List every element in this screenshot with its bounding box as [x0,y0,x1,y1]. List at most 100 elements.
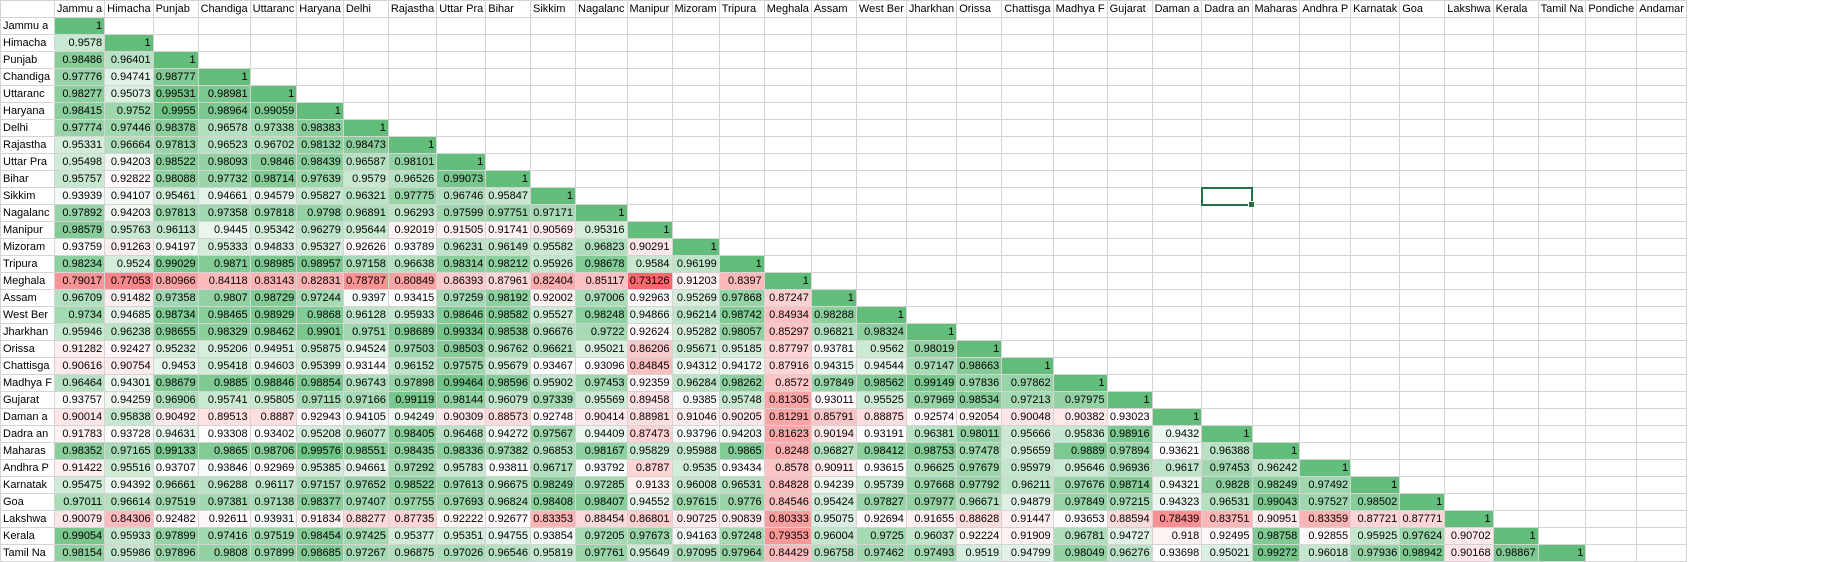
empty-cell[interactable] [1399,17,1446,35]
correlation-value-cell[interactable]: 1 [575,204,628,222]
correlation-value-cell[interactable]: 1 [197,68,251,86]
correlation-value-cell[interactable]: 1 [810,289,857,307]
empty-cell[interactable] [1001,272,1054,290]
correlation-value-cell[interactable]: 0.93191 [855,425,907,443]
empty-cell[interactable] [342,51,389,69]
correlation-value-cell[interactable]: 0.91482 [104,289,154,307]
empty-cell[interactable] [956,136,1003,154]
empty-cell[interactable] [1299,391,1352,409]
column-header-cell[interactable]: Lakshwa [1444,0,1494,18]
correlation-value-cell[interactable]: 0.96279 [296,221,344,239]
correlation-value-cell[interactable]: 0.98248 [575,306,628,324]
empty-cell[interactable] [1251,51,1301,69]
empty-cell[interactable] [671,187,720,205]
row-header-cell[interactable]: Chandiga [0,68,55,86]
row-header-cell[interactable]: Andhra P [0,459,55,477]
empty-cell[interactable] [1399,204,1446,222]
empty-cell[interactable] [1001,119,1054,137]
correlation-value-cell[interactable]: 0.85297 [763,323,812,341]
correlation-value-cell[interactable]: 0.96214 [671,306,720,324]
correlation-value-cell[interactable]: 0.93789 [387,238,438,256]
correlation-value-cell[interactable]: 0.95926 [530,255,577,273]
correlation-value-cell[interactable]: 0.96526 [387,170,438,188]
correlation-value-cell[interactable]: 0.96113 [152,221,199,239]
empty-cell[interactable] [855,255,907,273]
column-header-cell[interactable]: Chattisga [1001,0,1054,18]
correlation-value-cell[interactable]: 0.78439 [1151,510,1203,528]
empty-cell[interactable] [1001,51,1054,69]
empty-cell[interactable] [763,17,812,35]
empty-cell[interactable] [956,204,1003,222]
correlation-value-cell[interactable]: 0.97575 [436,357,487,375]
correlation-value-cell[interactable]: 0.88454 [575,510,628,528]
empty-cell[interactable] [1537,255,1587,273]
correlation-value-cell[interactable]: 0.81305 [763,391,812,409]
correlation-value-cell[interactable]: 0.97613 [436,476,487,494]
correlation-value-cell[interactable]: 0.9871 [197,255,251,273]
empty-cell[interactable] [1299,408,1352,426]
correlation-value-cell[interactable]: 0.95819 [530,544,577,562]
empty-cell[interactable] [1444,51,1494,69]
empty-cell[interactable] [1399,374,1446,392]
correlation-value-cell[interactable]: 0.9955 [152,102,199,120]
empty-cell[interactable] [575,170,628,188]
empty-cell[interactable] [1585,374,1638,392]
correlation-value-cell[interactable]: 0.93308 [197,425,251,443]
column-header-cell[interactable]: Goa [1399,0,1446,18]
correlation-value-cell[interactable]: 0.97205 [575,527,628,545]
correlation-value-cell[interactable]: 0.85791 [810,408,857,426]
empty-cell[interactable] [1492,136,1539,154]
empty-cell[interactable] [1299,238,1352,256]
empty-cell[interactable] [1636,255,1687,273]
empty-cell[interactable] [1299,357,1352,375]
correlation-value-cell[interactable]: 0.94259 [104,391,154,409]
correlation-value-cell[interactable]: 0.95679 [485,357,532,375]
empty-cell[interactable] [1350,204,1401,222]
empty-cell[interactable] [1444,272,1494,290]
empty-cell[interactable] [1399,187,1446,205]
correlation-value-cell[interactable]: 0.98473 [342,136,389,154]
correlation-value-cell[interactable]: 0.918 [1151,527,1203,545]
empty-cell[interactable] [1052,85,1108,103]
empty-cell[interactable] [1201,391,1253,409]
correlation-value-cell[interactable]: 0.97425 [342,527,389,545]
correlation-value-cell[interactable]: 0.90309 [436,408,487,426]
empty-cell[interactable] [1299,272,1352,290]
correlation-value-cell[interactable]: 0.98192 [485,289,532,307]
empty-cell[interactable] [1106,51,1153,69]
correlation-value-cell[interactable]: 0.95206 [197,340,251,358]
correlation-value-cell[interactable]: 0.96614 [104,493,154,511]
correlation-value-cell[interactable]: 0.95525 [855,391,907,409]
empty-cell[interactable] [1052,119,1108,137]
empty-cell[interactable] [1299,255,1352,273]
column-header-cell[interactable]: West Ber [855,0,907,18]
empty-cell[interactable] [810,34,857,52]
row-header-cell[interactable]: Rajastha [0,136,55,154]
correlation-value-cell[interactable]: 0.94866 [626,306,673,324]
empty-cell[interactable] [1636,153,1687,171]
empty-cell[interactable] [1636,102,1687,120]
empty-cell[interactable] [1106,153,1153,171]
empty-cell[interactable] [1585,153,1638,171]
row-header-cell[interactable]: Bihar [0,170,55,188]
empty-cell[interactable] [1299,136,1352,154]
correlation-value-cell[interactable]: 0.93023 [1106,408,1153,426]
correlation-value-cell[interactable]: 0.94741 [104,68,154,86]
empty-cell[interactable] [626,51,673,69]
empty-cell[interactable] [1492,289,1539,307]
empty-cell[interactable] [1399,306,1446,324]
correlation-value-cell[interactable]: 0.88277 [342,510,389,528]
correlation-value-cell[interactable]: 0.91783 [53,425,106,443]
empty-cell[interactable] [1444,357,1494,375]
correlation-value-cell[interactable]: 0.94631 [152,425,199,443]
empty-cell[interactable] [1585,527,1638,545]
correlation-value-cell[interactable]: 0.97899 [249,544,298,562]
correlation-value-cell[interactable]: 0.96531 [1201,493,1253,511]
correlation-value-cell[interactable]: 0.84845 [626,357,673,375]
empty-cell[interactable] [342,85,389,103]
empty-cell[interactable] [810,221,857,239]
empty-cell[interactable] [1251,238,1301,256]
correlation-value-cell[interactable]: 0.9584 [626,255,673,273]
empty-cell[interactable] [905,272,958,290]
empty-cell[interactable] [1151,170,1203,188]
